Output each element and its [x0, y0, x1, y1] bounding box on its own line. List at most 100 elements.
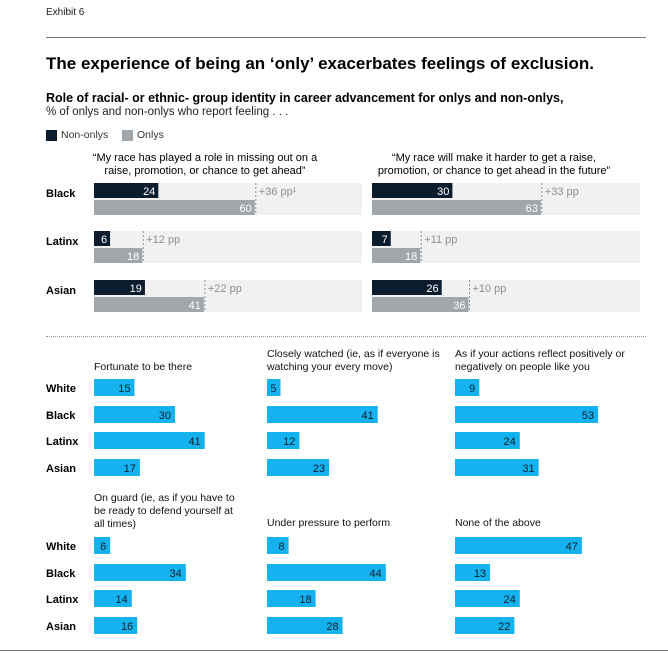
value-black: 44	[370, 568, 382, 580]
section-divider	[46, 336, 646, 337]
bottom-rule	[0, 650, 668, 651]
value-asian: 16	[121, 621, 133, 633]
quote-harder-future: “My race will make it harder to get a ra…	[377, 152, 611, 178]
bar-nononly-asian	[372, 280, 442, 295]
bar-nononly-latinx	[372, 231, 391, 246]
value-latinx: 24	[504, 594, 516, 606]
top-rule	[46, 37, 646, 38]
bar-asian	[94, 459, 140, 476]
bar-white	[455, 379, 480, 396]
value-nononly-latinx: 6	[101, 234, 107, 246]
bar-black	[267, 564, 386, 581]
row-label-white: White	[46, 541, 76, 553]
bar-latinx	[455, 432, 520, 449]
value-black: 41	[361, 410, 373, 422]
value-only-latinx: 18	[405, 251, 417, 263]
value-asian: 31	[522, 463, 534, 475]
value-latinx: 18	[299, 594, 311, 606]
value-only-black: 60	[240, 203, 252, 215]
value-latinx: 12	[283, 436, 295, 448]
bar-latinx	[267, 590, 316, 607]
bar-black	[455, 564, 491, 581]
category-title-fortunate-to-be-there: Fortunate to be there	[94, 361, 193, 373]
bar-asian	[94, 617, 138, 634]
value-asian: 17	[124, 463, 136, 475]
bar-black	[267, 406, 378, 423]
value-black: 30	[159, 410, 171, 422]
gap-label-asian: +10 pp	[472, 283, 506, 295]
value-asian: 28	[326, 621, 338, 633]
value-nononly-asian: 26	[426, 283, 438, 295]
value-only-black: 63	[526, 203, 538, 215]
gap-label-latinx: +11 pp	[424, 234, 457, 246]
bar-asian	[455, 459, 539, 476]
bar-white	[267, 537, 289, 554]
bar-asian	[455, 617, 515, 634]
row-label-white: White	[46, 383, 76, 395]
category-title-closely-watched-ie-as-if-every: Closely watched (ie, as if everyone is w…	[267, 348, 440, 374]
value-asian: 23	[313, 463, 325, 475]
value-black: 34	[170, 568, 182, 580]
gap-label-latinx: +12 pp	[146, 234, 180, 246]
gap-label-asian: +22 pp	[208, 283, 242, 295]
bar-white	[94, 379, 135, 396]
bar-black	[455, 406, 599, 423]
bar-only-latinx	[372, 248, 421, 263]
bar-only-latinx	[94, 248, 143, 263]
chart-subtitle: Role of racial- or ethnic- group identit…	[46, 91, 564, 105]
bar-only-asian	[372, 297, 469, 312]
category-title-on-guard-ie-as-if-you-have-to-: On guard (ie, as if you have to be ready…	[94, 492, 235, 531]
bar-latinx	[267, 432, 300, 449]
value-white: 47	[566, 541, 578, 553]
bar-only-black	[372, 200, 541, 215]
bar-white	[455, 537, 582, 554]
value-only-asian: 36	[453, 300, 465, 312]
chart-title: The experience of being an ‘only’ exacer…	[46, 54, 594, 73]
bar-white	[267, 379, 281, 396]
value-white: 6	[100, 541, 106, 553]
quote-missing-out: “My race has played a role in missing ou…	[92, 152, 318, 178]
value-white: 8	[278, 541, 284, 553]
row-label-latinx: Latinx	[46, 236, 79, 248]
category-title-none-of-the-above: None of the above	[455, 517, 541, 529]
bar-black	[94, 564, 186, 581]
legend-nononly-label: Non-onlys	[61, 129, 109, 141]
legend-only-swatch	[122, 129, 133, 141]
bar-only-black	[94, 200, 255, 215]
row-label-asian: Asian	[46, 463, 76, 475]
bar-white	[94, 537, 111, 554]
bar-asian	[267, 617, 343, 634]
value-black: 13	[474, 568, 486, 580]
gap-label-black: +36 pp¹	[259, 186, 297, 198]
value-only-asian: 41	[189, 300, 201, 312]
row-label-black: Black	[46, 410, 76, 422]
chart-subnote: % of onlys and non-onlys who report feel…	[46, 106, 289, 118]
bar-latinx	[94, 590, 132, 607]
bar-nononly-latinx	[94, 231, 111, 246]
bar-black	[94, 406, 175, 423]
value-latinx: 24	[504, 436, 516, 448]
bar-latinx	[94, 432, 205, 449]
value-nononly-black: 30	[437, 186, 449, 198]
value-latinx: 41	[188, 436, 200, 448]
exhibit-label: Exhibit 6	[46, 7, 85, 18]
value-black: 53	[582, 410, 594, 422]
value-nononly-black: 24	[143, 186, 155, 198]
value-latinx: 14	[116, 594, 128, 606]
bar-asian	[267, 459, 330, 476]
legend-only-label: Onlys	[137, 129, 164, 141]
legend-only: Onlys	[122, 128, 164, 142]
bar-latinx	[455, 590, 520, 607]
value-asian: 22	[498, 621, 510, 633]
bar-nononly-black	[94, 183, 159, 198]
gap-label-black: +33 pp	[545, 186, 579, 198]
category-title-as-if-your-actions-reflect-pos: As if your actions reflect positively or…	[455, 348, 625, 374]
row-label-latinx: Latinx	[46, 436, 79, 448]
row-label-black: Black	[46, 568, 76, 580]
bar-nononly-black	[372, 183, 453, 198]
row-label-asian: Asian	[46, 285, 76, 297]
value-white: 5	[270, 383, 276, 395]
legend-nononly: Non-onlys	[46, 128, 108, 142]
value-white: 9	[469, 383, 475, 395]
